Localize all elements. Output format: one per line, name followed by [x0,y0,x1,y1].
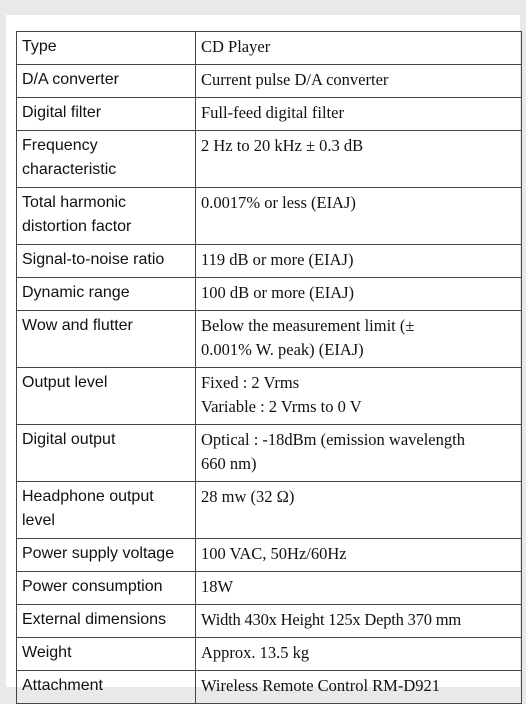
table-row: Total harmonic distortion factor 0.0017%… [16,187,522,245]
spec-label-digital-output: Digital output [16,424,196,482]
spec-value-dynamic-range: 100 dB or more (EIAJ) [195,277,522,311]
spec-label-headphone-output-level: Headphone output level [16,481,196,539]
table-row: Headphone output level 28 mw (32 Ω) [16,481,522,539]
table-row: Output level Fixed : 2 Vrms Variable : 2… [16,367,522,425]
spec-value-line: Optical : -18dBm (emission wavelength [201,430,465,449]
spec-value-da-converter: Current pulse D/A converter [195,64,522,98]
spec-value-output-level: Fixed : 2 Vrms Variable : 2 Vrms to 0 V [195,367,522,425]
table-row: D/A converter Current pulse D/A converte… [16,64,522,98]
table-row: Dynamic range 100 dB or more (EIAJ) [16,277,522,311]
table-row: Type CD Player [16,31,522,65]
spec-value-line: 0.001% W. peak) (EIAJ) [201,340,364,359]
spec-label-digital-filter: Digital filter [16,97,196,131]
spec-value-power-supply-voltage: 100 VAC, 50Hz/60Hz [195,538,522,572]
spec-label-power-supply-voltage: Power supply voltage [16,538,196,572]
table-row: Weight Approx. 13.5 kg [16,637,522,671]
spec-value-external-dimensions: Width 430x Height 125x Depth 370 mm [195,604,522,638]
spec-value-wow-and-flutter: Below the measurement limit (± 0.001% W.… [195,310,522,368]
spec-value-digital-filter: Full-feed digital filter [195,97,522,131]
spec-value-total-harmonic-distortion: 0.0017% or less (EIAJ) [195,187,522,245]
spec-label-total-harmonic-distortion: Total harmonic distortion factor [16,187,196,245]
spec-value-weight: Approx. 13.5 kg [195,637,522,671]
table-row: Attachment Wireless Remote Control RM-D9… [16,670,522,704]
table-row: External dimensions Width 430x Height 12… [16,604,522,638]
spec-sheet: Type CD Player D/A converter Current pul… [6,15,522,704]
spec-value-signal-to-noise: 119 dB or more (EIAJ) [195,244,522,278]
spec-label-type: Type [16,31,196,65]
table-row: Power consumption 18W [16,571,522,605]
spec-label-weight: Weight [16,637,196,671]
spec-label-signal-to-noise: Signal-to-noise ratio [16,244,196,278]
spec-value-digital-output: Optical : -18dBm (emission wavelength 66… [195,424,522,482]
spec-value-line: Below the measurement limit (± [201,316,415,335]
spec-label-da-converter: D/A converter [16,64,196,98]
spec-label-wow-and-flutter: Wow and flutter [16,310,196,368]
spec-value-attachment: Wireless Remote Control RM-D921 [195,670,522,704]
table-row: Power supply voltage 100 VAC, 50Hz/60Hz [16,538,522,572]
spec-value-line: Fixed : 2 Vrms [201,373,300,392]
table-row: Digital output Optical : -18dBm (emissio… [16,424,522,482]
spec-value-line: 660 nm) [201,454,257,473]
table-row: Wow and flutter Below the measurement li… [16,310,522,368]
table-row: Frequency characteristic 2 Hz to 20 kHz … [16,130,522,188]
table-row: Signal-to-noise ratio 119 dB or more (EI… [16,244,522,278]
spec-label-attachment: Attachment [16,670,196,704]
spec-value-power-consumption: 18W [195,571,522,605]
spec-value-line: Variable : 2 Vrms to 0 V [201,397,362,416]
table-row: Digital filter Full-feed digital filter [16,97,522,131]
spec-label-external-dimensions: External dimensions [16,604,196,638]
spec-value-type: CD Player [195,31,522,65]
spec-label-frequency-characteristic: Frequency characteristic [16,130,196,188]
spec-value-headphone-output-level: 28 mw (32 Ω) [195,481,522,539]
spec-label-output-level: Output level [16,367,196,425]
spec-value-frequency-characteristic: 2 Hz to 20 kHz ± 0.3 dB [195,130,522,188]
specifications-table: Type CD Player D/A converter Current pul… [16,31,522,704]
spec-label-dynamic-range: Dynamic range [16,277,196,311]
spec-label-power-consumption: Power consumption [16,571,196,605]
